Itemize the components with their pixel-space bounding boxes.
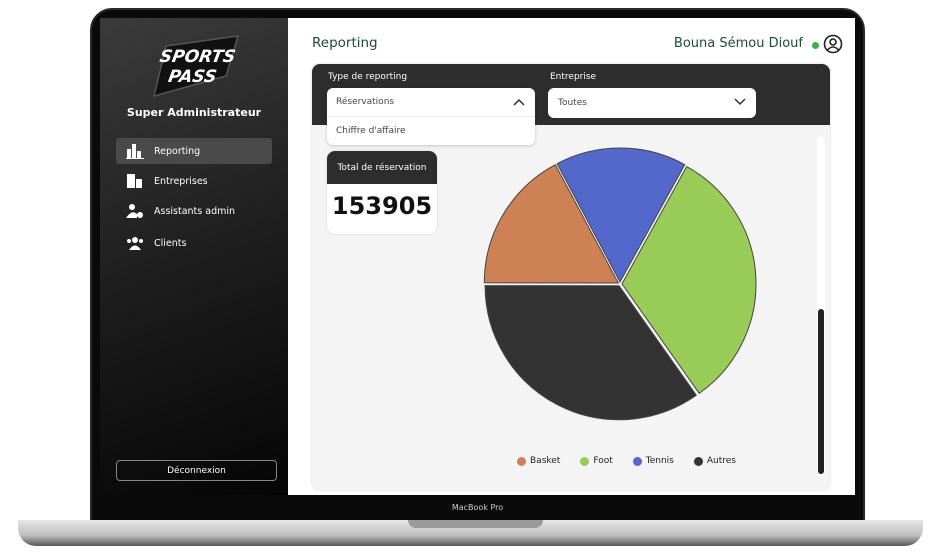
scrollbar[interactable] xyxy=(817,137,825,477)
sidebar-item-label: Clients xyxy=(154,237,187,249)
legend-label: Basket xyxy=(530,456,561,466)
bar-chart-icon xyxy=(126,144,144,159)
logout-button[interactable]: Déconnexion xyxy=(116,460,277,481)
company-value: Toutes xyxy=(558,98,587,108)
company-select[interactable]: Toutes xyxy=(548,88,756,118)
user-name: Bouna Sémou Diouf xyxy=(673,36,803,51)
legend-label: Autres xyxy=(706,456,736,466)
sidebar-item-label: Reporting xyxy=(154,145,201,157)
legend-item-tennis[interactable]: Tennis xyxy=(632,456,674,466)
legend-label: Tennis xyxy=(645,456,674,466)
total-card: Total de réservation 153905 xyxy=(327,151,437,234)
building-icon xyxy=(127,174,142,188)
pie-slice-autres xyxy=(484,285,698,421)
scrollbar-thumb[interactable] xyxy=(818,309,824,474)
total-value: 153905 xyxy=(331,192,433,220)
legend-swatch xyxy=(632,456,642,466)
legend-item-foot[interactable]: Foot xyxy=(580,456,613,466)
laptop-notch xyxy=(408,520,543,528)
screen: SPORTS PASS Super Administrateur Reporti… xyxy=(100,18,855,495)
total-label: Total de réservation xyxy=(327,151,437,184)
sidebar-item-reporting[interactable]: Reporting xyxy=(116,138,272,164)
user-profile-icon[interactable] xyxy=(823,34,843,54)
type-selected-option[interactable]: Réservations xyxy=(336,97,395,107)
users-icon xyxy=(127,237,143,250)
user-gear-icon xyxy=(126,204,143,218)
svg-text:SPORTS: SPORTS xyxy=(158,47,237,67)
type-dropdown[interactable]: Réservations Chiffre d'affaire xyxy=(327,88,535,145)
sidebar-item-assistants-admin[interactable]: Assistants admin xyxy=(116,198,272,224)
legend-item-autres[interactable]: Autres xyxy=(693,456,736,466)
type-option-chiffre[interactable]: Chiffre d'affaire xyxy=(327,116,535,144)
chevron-down-icon xyxy=(734,98,746,106)
sidebar-item-label: Entreprises xyxy=(154,175,208,187)
type-label: Type de reporting xyxy=(328,72,408,82)
device-label: MacBook Pro xyxy=(451,503,504,512)
legend-label: Foot xyxy=(593,456,613,466)
chevron-up-icon[interactable] xyxy=(513,98,525,106)
pie-slice-basket xyxy=(483,163,620,284)
pie-slice-foot xyxy=(621,165,757,395)
page-title: Reporting xyxy=(312,35,378,51)
legend-swatch xyxy=(580,456,590,466)
sidebar: SPORTS PASS Super Administrateur Reporti… xyxy=(100,18,288,495)
sports-pass-logo: SPORTS PASS xyxy=(152,35,240,98)
legend-item-basket[interactable]: Basket xyxy=(517,456,560,466)
sidebar-item-entreprises[interactable]: Entreprises xyxy=(116,168,272,194)
company-label: Entreprise xyxy=(550,72,597,82)
pie-slice-tennis xyxy=(556,147,686,284)
svg-text:PASS: PASS xyxy=(167,67,218,87)
chart-legend: Basket Foot Tennis Autres xyxy=(517,456,736,466)
sidebar-item-label: Assistants admin xyxy=(154,205,236,217)
reporting-card: Type de reporting Entreprise Réservation… xyxy=(312,64,830,490)
main-content: Reporting Bouna Sémou Diouf Type de repo… xyxy=(288,18,855,495)
online-status-dot xyxy=(812,42,819,49)
pie-chart xyxy=(483,147,757,421)
legend-swatch xyxy=(517,456,526,466)
legend-swatch xyxy=(693,456,703,466)
sidebar-item-clients[interactable]: Clients xyxy=(116,230,272,256)
user-role: Super Administrateur xyxy=(126,106,262,119)
